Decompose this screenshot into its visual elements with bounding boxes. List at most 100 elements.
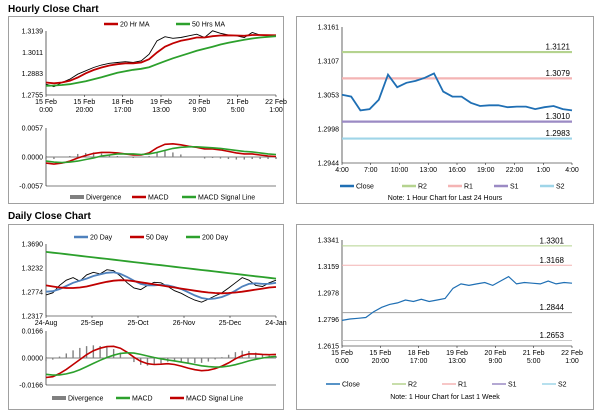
hourly-left-frame [8, 16, 284, 204]
hourly-price-xtick: 20 Feb 9:00 [188, 99, 210, 114]
daily-price-series-50-day [45, 279, 277, 295]
hourly-price-xtick: 21 Feb 5:00 [227, 99, 249, 114]
daily-week-note: Note: 1 Hour Chart for Last 1 Week [390, 394, 500, 401]
hourly-24h-xtick: 10:00 [391, 167, 409, 174]
hourly-macd-ytick: -0.0057 [19, 184, 43, 191]
daily-price-xtick: 25-Dec [219, 320, 242, 327]
daily-price-ytick: 1.2317 [22, 314, 44, 321]
daily-week-legend-s1: S1 [508, 382, 517, 389]
daily-macd-ytick: -0.0166 [19, 383, 43, 390]
daily-price-series-200-day [45, 251, 277, 280]
daily-price-xtick: 24-Jan [265, 320, 287, 327]
hourly-price-ytick: 1.3139 [22, 29, 44, 36]
daily-week-xtick: 22 Feb 1:00 [561, 350, 583, 365]
hourly-24h-ytick: 1.3053 [318, 93, 340, 100]
hourly-24h-ytick: 1.2998 [318, 127, 340, 134]
hourly-price-legend-50hrs-ma: 50 Hrs MA [192, 22, 225, 29]
hourly-price-ytick: 1.3011 [22, 50, 43, 57]
daily-week-xtick: 21 Feb 5:00 [523, 350, 545, 365]
daily-price-legend-200-day: 200 Day [202, 235, 229, 242]
daily-week-xtick: 15 Feb 0:00 [331, 350, 353, 365]
daily-week-level-label-s1: 1.2844 [540, 303, 565, 312]
daily-week-legend-r1: R1 [458, 382, 467, 389]
daily-week-xtick: 20 Feb 9:00 [484, 350, 506, 365]
daily-week-legend-close: Close [342, 382, 360, 389]
daily-price-ytick: 1.2774 [22, 290, 44, 297]
daily-macd-legend-macd: MACD [132, 396, 153, 403]
daily-week-ytick: 1.2796 [318, 317, 340, 324]
daily-macd-ytick: 0.0166 [22, 329, 44, 336]
daily-week-xtick: 19 Feb 13:00 [446, 350, 468, 365]
daily-macd-legend-divergence: Divergence [68, 396, 104, 403]
daily-week-legend-s2: S2 [558, 382, 567, 389]
hourly-macd-legend-signal: MACD Signal Line [198, 195, 255, 202]
daily-week-legend-r2: R2 [408, 382, 417, 389]
daily-price-xtick: 24-Aug [35, 320, 58, 327]
daily-week-level-label-r1: 1.3168 [540, 256, 565, 265]
hourly-24h-level-label-r2: 1.3121 [546, 43, 571, 52]
daily-week-ytick: 1.3341 [318, 238, 340, 245]
daily-left-frame [8, 224, 284, 410]
hourly-price-xtick: 19 Feb 13:00 [150, 99, 172, 114]
daily-right-frame [296, 224, 594, 410]
daily-section-title: Daily Close Chart [8, 211, 91, 222]
hourly-24h-legend-s1: S1 [510, 184, 519, 191]
daily-macd-series-macd [45, 345, 277, 379]
hourly-price-xtick: 18 Feb 17:00 [112, 99, 134, 114]
hourly-price-xtick: 22 Feb 1:00 [265, 99, 287, 114]
daily-price-legend-20-day: 20 Day [90, 235, 113, 242]
daily-price-legend-50-day: 50 Day [146, 235, 169, 242]
hourly-24h-xtick: 4:00 [335, 167, 349, 174]
hourly-price-series-close [45, 30, 277, 88]
hourly-macd-ytick: 0.0057 [22, 126, 44, 133]
daily-price-ytick: 1.3690 [22, 242, 44, 249]
hourly-price-ytick: 1.2883 [22, 71, 44, 78]
hourly-24h-series-close [341, 72, 573, 112]
hourly-macd-legend-macd: MACD [148, 195, 169, 202]
hourly-price-series-20-hr-ma [45, 34, 277, 85]
daily-week-level-label-s2: 1.2653 [540, 331, 565, 340]
daily-macd-legend-signal: MACD Signal Line [186, 396, 243, 403]
hourly-24h-level-label-r1: 1.3079 [546, 69, 571, 78]
hourly-price-legend-20hr-ma: 20 Hr MA [120, 22, 150, 29]
hourly-24h-xtick: 1:00 [536, 167, 550, 174]
hourly-24h-legend-close: Close [356, 184, 374, 191]
daily-week-ytick: 1.3159 [318, 264, 340, 271]
hourly-24h-xtick: 13:00 [419, 167, 437, 174]
daily-macd-ytick: 0.0000 [22, 356, 44, 363]
hourly-24h-xtick: 16:00 [448, 167, 466, 174]
hourly-24h-xtick: 4:00 [565, 167, 579, 174]
hourly-macd-ytick: 0.0000 [22, 155, 44, 162]
hourly-24h-ytick: 1.2944 [318, 161, 340, 168]
daily-week-xtick: 15 Feb 20:00 [369, 350, 391, 365]
hourly-right-frame [296, 16, 594, 204]
daily-week-ytick: 1.2978 [318, 291, 340, 298]
hourly-24h-legend-s2: S2 [556, 184, 565, 191]
hourly-24h-note: Note: 1 Hour Chart for Last 24 Hours [388, 195, 503, 202]
hourly-24h-xtick: 22:00 [506, 167, 524, 174]
hourly-price-ytick: 1.2755 [22, 93, 44, 100]
hourly-price-xtick: 15 Feb 0:00 [35, 99, 57, 114]
daily-week-series-close [341, 275, 573, 321]
daily-week-ytick: 1.2615 [318, 344, 340, 351]
daily-price-ytick: 1.3232 [22, 266, 44, 273]
hourly-24h-xtick: 7:00 [364, 167, 378, 174]
daily-macd-series-signal [45, 351, 277, 376]
daily-price-series-close [45, 269, 277, 303]
hourly-macd-legend-divergence: Divergence [86, 195, 122, 202]
hourly-price-xtick: 15 Feb 20:00 [73, 99, 95, 114]
hourly-24h-ytick: 1.3161 [318, 25, 340, 32]
hourly-section-title: Hourly Close Chart [8, 4, 99, 15]
hourly-macd-series-signal [45, 146, 277, 164]
hourly-24h-level-label-s1: 1.3010 [546, 112, 571, 121]
hourly-24h-xtick: 19:00 [477, 167, 495, 174]
hourly-24h-ytick: 1.3107 [318, 59, 340, 66]
hourly-price-series-50-hrs-ma [45, 35, 277, 87]
hourly-24h-legend-r1: R1 [464, 184, 473, 191]
daily-price-xtick: 25-Oct [127, 320, 148, 327]
daily-price-xtick: 26-Nov [173, 320, 196, 327]
daily-week-xtick: 18 Feb 17:00 [408, 350, 430, 365]
daily-week-level-label-r2: 1.3301 [540, 236, 565, 245]
hourly-24h-level-label-s2: 1.2983 [546, 129, 571, 138]
